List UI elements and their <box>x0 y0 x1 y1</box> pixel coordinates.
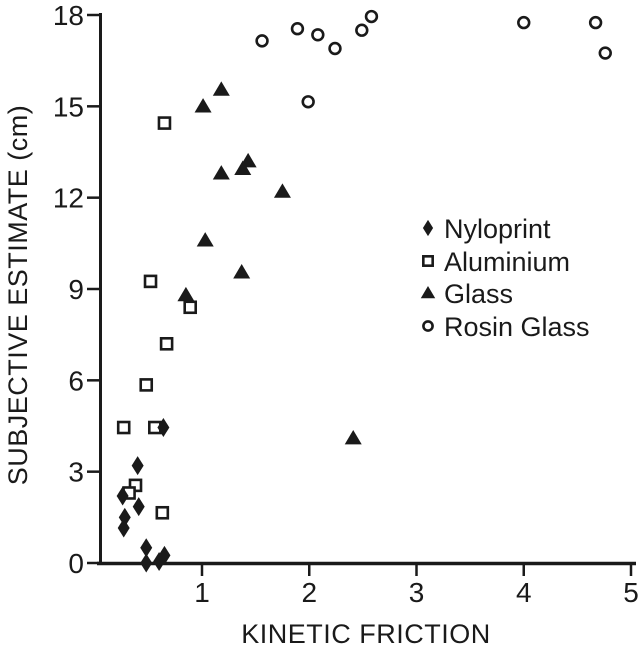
y-tick-label: 6 <box>68 365 84 396</box>
y-tick-label: 12 <box>53 183 84 214</box>
x-tick-label: 3 <box>409 577 425 608</box>
data-point-rosin-glass <box>588 15 603 30</box>
data-point-aluminium <box>116 420 131 435</box>
legend-symbol-glass-icon <box>420 286 436 299</box>
data-point-nyloprint <box>117 518 130 538</box>
data-point-rosin-glass <box>311 28 325 42</box>
data-point-nyloprint <box>132 497 145 517</box>
data-point-aluminium <box>159 336 174 351</box>
x-tick-label: 4 <box>516 577 532 608</box>
legend-symbol-aluminium-icon <box>422 255 434 267</box>
data-point-nyloprint <box>140 538 153 558</box>
data-point-glass <box>344 429 362 445</box>
legend-label-nyloprint: Nyloprint <box>444 214 551 244</box>
data-point-glass <box>194 98 212 113</box>
data-point-glass <box>234 160 252 175</box>
y-tick-label: 3 <box>68 457 84 488</box>
data-point-glass <box>212 165 230 180</box>
data-point-rosin-glass <box>328 41 342 56</box>
y-tick-label: 18 <box>53 0 84 31</box>
data-point-rosin-glass <box>517 15 531 30</box>
data-point-glass <box>212 81 230 96</box>
y-tick-label: 0 <box>68 548 84 579</box>
data-point-aluminium <box>155 505 170 520</box>
legend-symbol-nyloprint-icon <box>422 219 434 237</box>
data-points <box>116 9 612 573</box>
data-point-glass <box>233 264 251 279</box>
y-axis-ticks: 0 3 6 9 12 15 18 <box>53 0 100 579</box>
legend-label-rosin-glass: Rosin Glass <box>444 312 590 342</box>
data-point-aluminium <box>157 116 172 130</box>
data-point-aluminium <box>139 378 154 392</box>
data-point-nyloprint <box>157 418 170 438</box>
data-point-rosin-glass <box>355 23 369 37</box>
data-point-nyloprint <box>158 545 171 565</box>
legend-label-aluminium: Aluminium <box>444 247 570 277</box>
data-point-aluminium <box>183 300 198 315</box>
legend-symbol-glass-icon <box>420 286 436 299</box>
data-point-rosin-glass <box>301 95 315 109</box>
y-axis-title: SUBJECTIVE ESTIMATE (cm) <box>3 105 33 486</box>
legend-symbol-nyloprint-icon <box>422 219 434 237</box>
data-point-glass <box>196 232 214 247</box>
data-point-nyloprint <box>140 553 153 573</box>
data-point-aluminium <box>143 274 158 289</box>
x-tick-label: 1 <box>194 577 210 608</box>
data-point-nyloprint <box>116 486 129 506</box>
data-point-rosin-glass <box>364 9 379 24</box>
legend-symbol-rosin-glass-icon <box>422 320 434 332</box>
data-point-rosin-glass <box>290 22 305 36</box>
y-tick-label: 15 <box>53 91 84 122</box>
x-tick-label: 5 <box>623 577 639 608</box>
y-tick-label: 9 <box>68 274 84 305</box>
data-point-rosin-glass <box>598 46 612 60</box>
data-point-nyloprint <box>131 456 144 476</box>
data-point-rosin-glass <box>255 34 269 48</box>
x-tick-label: 2 <box>301 577 317 608</box>
x-axis-ticks: 1 2 3 4 5 <box>194 562 639 608</box>
data-point-glass <box>177 286 195 302</box>
legend-label-glass: Glass <box>444 279 513 309</box>
x-axis-title: KINETIC FRICTION <box>241 619 491 649</box>
legend: Nyloprint Aluminium Glass Rosin Glass <box>420 214 590 342</box>
data-point-glass <box>273 183 291 198</box>
legend-symbol-rosin-glass-icon <box>422 320 434 332</box>
legend-symbol-aluminium-icon <box>422 255 434 267</box>
